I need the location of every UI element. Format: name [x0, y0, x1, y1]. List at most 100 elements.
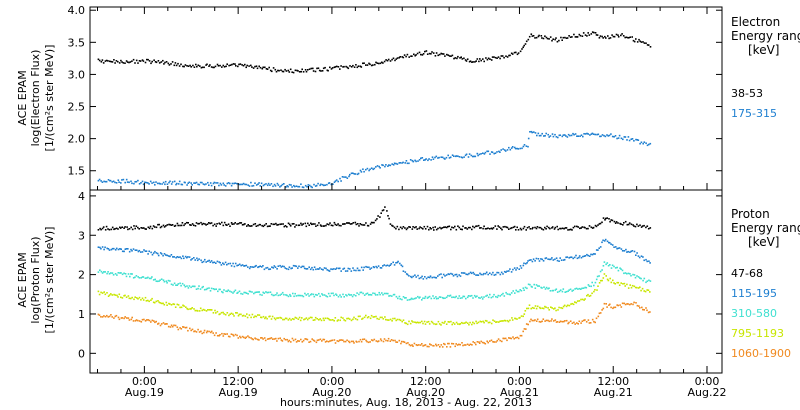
proton-data-point: [499, 295, 501, 297]
proton-data-point: [482, 273, 484, 276]
proton-data-point: [592, 226, 595, 229]
proton-data-point: [281, 340, 284, 342]
proton-data-point: [448, 342, 450, 345]
proton-plot-frame: [89, 189, 723, 374]
proton-data-point: [606, 262, 609, 264]
proton-data-point: [477, 321, 480, 324]
electron-data-point: [554, 38, 556, 41]
electron-data-point: [193, 182, 195, 184]
electron-data-point: [564, 134, 566, 136]
proton-data-point: [284, 225, 287, 227]
proton-data-point: [366, 266, 369, 268]
proton-data-point: [347, 222, 349, 224]
electron-data-point: [369, 168, 371, 171]
proton-data-point: [574, 288, 576, 290]
proton-data-point: [399, 298, 401, 300]
electron-data-point: [538, 134, 541, 137]
proton-data-point: [150, 251, 152, 254]
proton-data-point: [261, 224, 263, 227]
proton-data-point: [616, 304, 618, 306]
proton-data-point: [483, 342, 485, 344]
proton-data-point: [269, 225, 271, 227]
electron-data-point: [480, 153, 482, 155]
electron-data-point: [109, 60, 111, 63]
proton-data-point: [534, 260, 536, 262]
proton-data-point: [198, 222, 200, 225]
proton-data-point: [349, 294, 351, 296]
proton-data-point: [545, 228, 547, 230]
proton-data-point: [281, 291, 284, 294]
proton-data-point: [599, 246, 602, 248]
proton-data-point: [595, 225, 598, 228]
electron-ytick-label: 4.0: [68, 4, 86, 17]
electron-data-point: [392, 57, 395, 60]
proton-data-point: [243, 223, 245, 226]
proton-data-point: [389, 264, 392, 266]
proton-data-point: [530, 307, 532, 310]
proton-data-point: [485, 227, 488, 230]
proton-data-point: [118, 318, 121, 321]
proton-data-point: [251, 266, 253, 268]
proton-data-point: [124, 248, 127, 250]
electron-data-point: [223, 184, 225, 186]
proton-data-point: [576, 225, 578, 228]
electron-data-point: [413, 53, 415, 56]
proton-data-point: [532, 226, 534, 229]
proton-data-point: [613, 220, 616, 223]
electron-data-point: [125, 178, 128, 181]
proton-data-point: [255, 291, 258, 293]
electron-data-point: [248, 185, 251, 187]
proton-data-point: [152, 225, 155, 227]
proton-data-point: [424, 295, 427, 298]
proton-data-point: [454, 225, 456, 228]
proton-data-point: [319, 338, 322, 341]
electron-data-point: [532, 35, 535, 37]
electron-data-point: [568, 35, 570, 37]
proton-data-point: [213, 261, 216, 264]
electron-data-point: [142, 183, 145, 186]
proton-data-point: [363, 338, 366, 340]
electron-data-point: [280, 69, 282, 71]
proton-data-point: [210, 330, 213, 333]
proton-data-point: [572, 289, 575, 292]
proton-data-point: [520, 267, 523, 269]
proton-data-point: [611, 244, 614, 246]
electron-data-point: [326, 183, 328, 186]
proton-data-point: [531, 227, 533, 230]
proton-data-point: [310, 223, 313, 226]
proton-data-point: [239, 335, 241, 338]
proton-data-point: [349, 268, 351, 270]
proton-data-point: [487, 296, 490, 299]
proton-data-point: [523, 313, 526, 315]
electron-data-point: [435, 155, 438, 158]
electron-data-point: [617, 34, 619, 36]
proton-data-point: [545, 306, 547, 309]
electron-data-point: [493, 152, 495, 155]
electron-data-point: [356, 173, 359, 176]
proton-data-point: [271, 338, 274, 340]
electron-data-point: [402, 161, 404, 164]
electron-data-point: [580, 134, 583, 136]
proton-data-point: [303, 267, 306, 270]
proton-data-point: [440, 273, 442, 275]
proton-data-point: [248, 267, 251, 270]
proton-data-point: [190, 259, 192, 261]
proton-data-point: [431, 321, 434, 324]
proton-data-point: [459, 343, 461, 346]
proton-data-point: [572, 303, 575, 306]
electron-data-point: [118, 181, 120, 183]
proton-data-point: [298, 265, 300, 268]
proton-data-point: [577, 288, 579, 290]
proton-data-point: [121, 317, 124, 319]
electron-data-point: [375, 166, 377, 168]
proton-data-point: [240, 292, 242, 295]
electron-data-point: [144, 181, 146, 184]
proton-data-point: [151, 319, 154, 322]
proton-data-point: [130, 318, 133, 321]
proton-data-point: [306, 338, 309, 341]
proton-data-point: [472, 225, 474, 228]
proton-data-point: [106, 247, 108, 250]
proton-data-point: [389, 223, 392, 225]
electron-data-point: [577, 135, 580, 137]
proton-data-point: [615, 221, 618, 223]
